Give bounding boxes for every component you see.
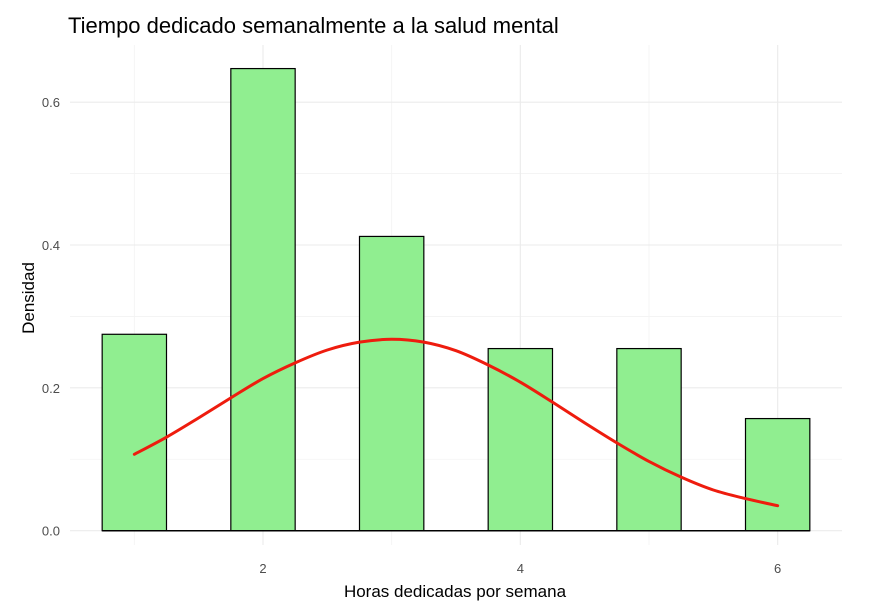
histogram-bar-6 [744, 417, 811, 532]
x-tick-label: 6 [774, 561, 781, 576]
bar-layer [101, 67, 811, 532]
histogram-bar-3 [358, 235, 425, 532]
x-tick-label: 4 [517, 561, 524, 576]
chart-title: Tiempo dedicado semanalmente a la salud … [68, 13, 559, 38]
x-axis-title: Horas dedicadas por semana [344, 582, 567, 601]
y-axis-title: Densidad [19, 262, 38, 334]
density-curve-layer [132, 337, 780, 508]
density-curve-line [132, 337, 780, 508]
y-tick-label: 0.4 [42, 238, 60, 253]
y-tick-label: 0.6 [42, 95, 60, 110]
histogram-bar-5 [616, 347, 682, 532]
histogram-bar-4 [487, 347, 554, 532]
y-tick-label: 0.0 [42, 524, 60, 539]
grid-layer [70, 45, 842, 545]
y-tick-label: 0.2 [42, 381, 60, 396]
tick-label-layer: 0.0 0.2 0.4 0.6 2 4 6 [42, 95, 781, 576]
x-tick-label: 2 [259, 561, 266, 576]
histogram-bar-2 [230, 67, 296, 532]
histogram-bar-1 [101, 333, 168, 532]
